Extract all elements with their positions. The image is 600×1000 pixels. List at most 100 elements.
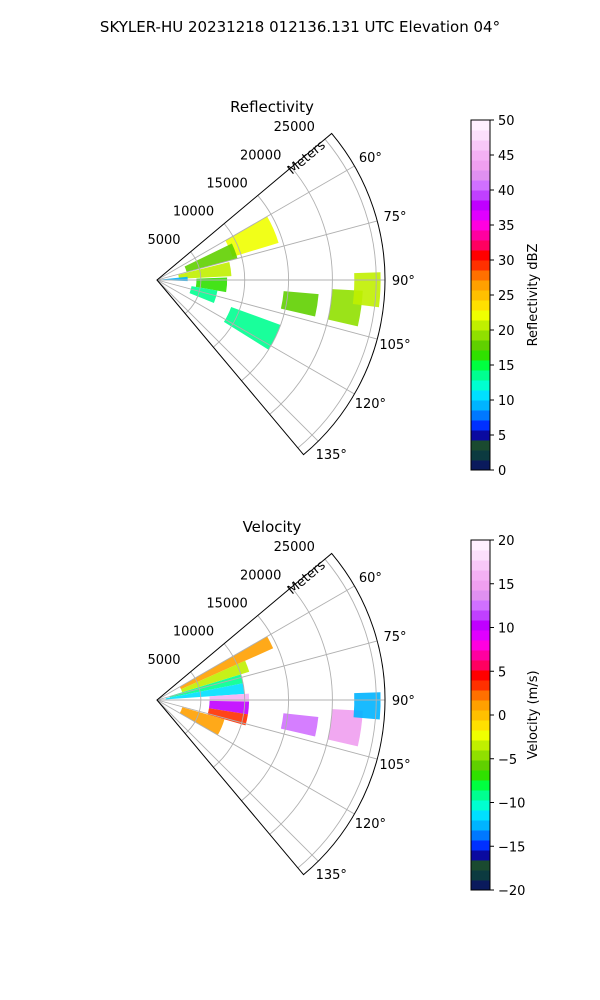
azimuth-tick-label: 60° (359, 571, 382, 586)
range-ring (297, 138, 377, 449)
colorbar-tick-label: 45 (498, 149, 515, 164)
colorbar-segment (471, 400, 490, 411)
colorbar-segment (471, 600, 490, 611)
range-ring (269, 166, 333, 415)
colorbar-tick-label: 25 (498, 289, 515, 304)
colorbar-segment (471, 720, 490, 731)
range-tick-label: 25000 (274, 540, 315, 555)
colorbar-segment (471, 140, 490, 151)
colorbar-segment (471, 780, 490, 791)
colorbar-segment (471, 560, 490, 571)
colorbar-segment (471, 840, 490, 851)
colorbar-tick-label: 5 (498, 665, 506, 680)
azimuth-tick-label: 120° (355, 397, 386, 412)
echo-region (223, 306, 281, 350)
range-tick-label: 10000 (173, 205, 214, 220)
colorbar-tick-label: 20 (498, 324, 515, 339)
azimuth-tick-label: 135° (316, 448, 347, 463)
colorbar-segment (471, 630, 490, 641)
colorbar-segment (471, 820, 490, 831)
colorbar-segment (471, 800, 490, 811)
colorbar-segment (471, 420, 490, 431)
azimuth-spoke (156, 585, 355, 701)
colorbar-segment (471, 730, 490, 741)
colorbar-tick-label: 15 (498, 578, 515, 593)
echo-region (184, 243, 238, 273)
colorbar-segment (471, 870, 490, 881)
colorbar-segment (471, 410, 490, 421)
echo-region (207, 708, 248, 726)
colorbar-segment (471, 180, 490, 191)
colorbar-segment (471, 880, 490, 891)
colorbar-segment (471, 170, 490, 181)
azimuth-spoke (156, 279, 355, 395)
azimuth-spoke (156, 220, 378, 281)
echo-region (208, 700, 250, 715)
colorbar-segment (471, 790, 490, 801)
velocity-colorbar: −20 −15 −10 −5 0 5 10 15 20 (470, 534, 525, 899)
colorbar-tick-label: 10 (498, 394, 515, 409)
colorbar-tick-label: 50 (498, 114, 515, 129)
azimuth-tick-label: 75° (383, 210, 406, 225)
azimuth-tick-label: 90° (392, 274, 415, 289)
colorbar-segment (471, 670, 490, 681)
colorbar-segment (471, 440, 490, 451)
colorbar-segment (471, 830, 490, 841)
colorbar-tick-label: −20 (498, 884, 525, 899)
colorbar-tick-label: 40 (498, 184, 515, 199)
velocity-sector: 5000 10000 15000 20000 25000 60° 75° 90° 105° 120… (147, 540, 414, 883)
colorbar-segment (471, 330, 490, 341)
colorbar-segment (471, 690, 490, 701)
colorbar-segment (471, 590, 490, 601)
colorbar-segment (471, 310, 490, 321)
colorbar-segment (471, 640, 490, 651)
reflectivity-panel: Reflectivity 5000 10000 15000 20000 25000 60°… (147, 98, 541, 479)
azimuth-spoke (156, 699, 378, 760)
azimuth-tick-label: 60° (359, 151, 382, 166)
azimuth-spoke (156, 640, 378, 701)
colorbar-segment (471, 320, 490, 331)
azimuth-spoke (156, 699, 355, 815)
colorbar-segment (471, 770, 490, 781)
reflectivity-title: Reflectivity (230, 98, 314, 116)
range-ring (241, 615, 289, 802)
echo-region (179, 636, 274, 690)
colorbar-segment (471, 550, 490, 561)
colorbar-segment (471, 810, 490, 821)
range-tick-label: 5000 (147, 653, 180, 668)
colorbar-tick-label: 20 (498, 534, 515, 549)
echo-region (165, 683, 245, 700)
range-ring (269, 586, 333, 835)
colorbar-segment (471, 430, 490, 441)
azimuth-tick-label: 75° (383, 630, 406, 645)
range-ring (213, 643, 246, 768)
colorbar-segment (471, 750, 490, 761)
colorbar-segment (471, 360, 490, 371)
colorbar-segment (471, 710, 490, 721)
colorbar-segment (471, 580, 490, 591)
colorbar-segment (471, 260, 490, 271)
colorbar-tick-label: 5 (498, 429, 506, 444)
colorbar-segment (471, 230, 490, 241)
reflectivity-sector: 5000 10000 15000 20000 25000 60° 75° 90° 105° 120… (147, 120, 414, 463)
sector-outline (156, 132, 386, 456)
azimuth-tick-label: 135° (316, 868, 347, 883)
azimuth-spoke (156, 699, 319, 862)
colorbar-tick-label: −5 (498, 753, 517, 768)
echo-region (280, 713, 319, 737)
echo-region (195, 277, 228, 293)
colorbar-segment (471, 380, 490, 391)
colorbar-segment (471, 660, 490, 671)
colorbar-segment (471, 190, 490, 201)
colorbar-segment (471, 290, 490, 301)
velocity-title: Velocity (243, 518, 302, 536)
colorbar-segment (471, 250, 490, 261)
colorbar-segment (471, 160, 490, 171)
range-tick-label: 10000 (173, 625, 214, 640)
echo-region (352, 272, 381, 308)
azimuth-tick-label: 90° (392, 694, 415, 709)
colorbar-segment (471, 740, 490, 751)
colorbar-segment (471, 700, 490, 711)
colorbar-segment (471, 390, 490, 401)
